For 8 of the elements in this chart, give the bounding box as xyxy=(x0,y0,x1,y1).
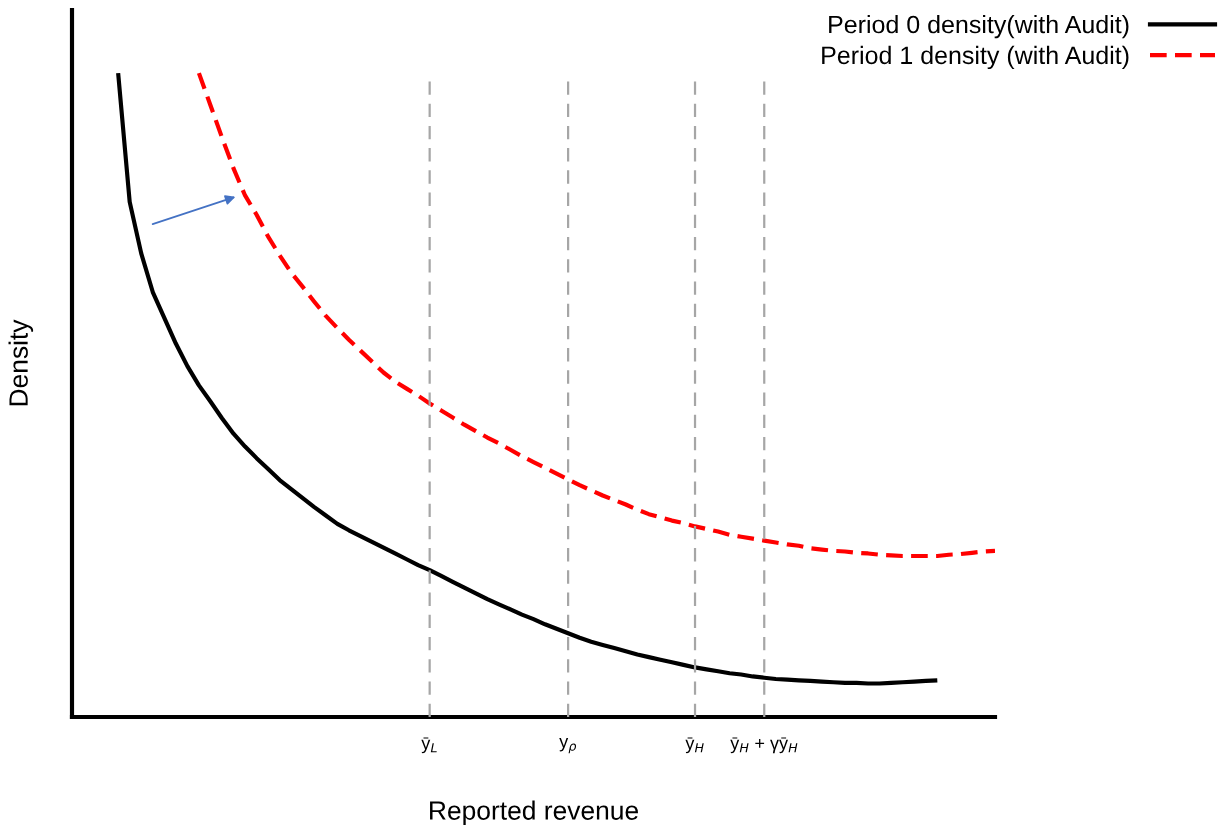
legend-label: Period 1 density (with Audit) xyxy=(822,45,1129,70)
x-tick-label: ȳ$_{H}$ + γȳ$_{H}$ xyxy=(730,737,798,754)
x-tick-label: ȳ$_{L}$ xyxy=(421,737,437,754)
x-tick-label: y$_{ρ}$ xyxy=(559,738,577,754)
y-axis-title: Density xyxy=(8,319,34,406)
x-axis-title: Reported revenue xyxy=(430,800,638,826)
legend-label: Period 0 density(with Audit) xyxy=(829,15,1129,39)
x-tick-label: ȳ$_{H}$ xyxy=(685,737,704,754)
